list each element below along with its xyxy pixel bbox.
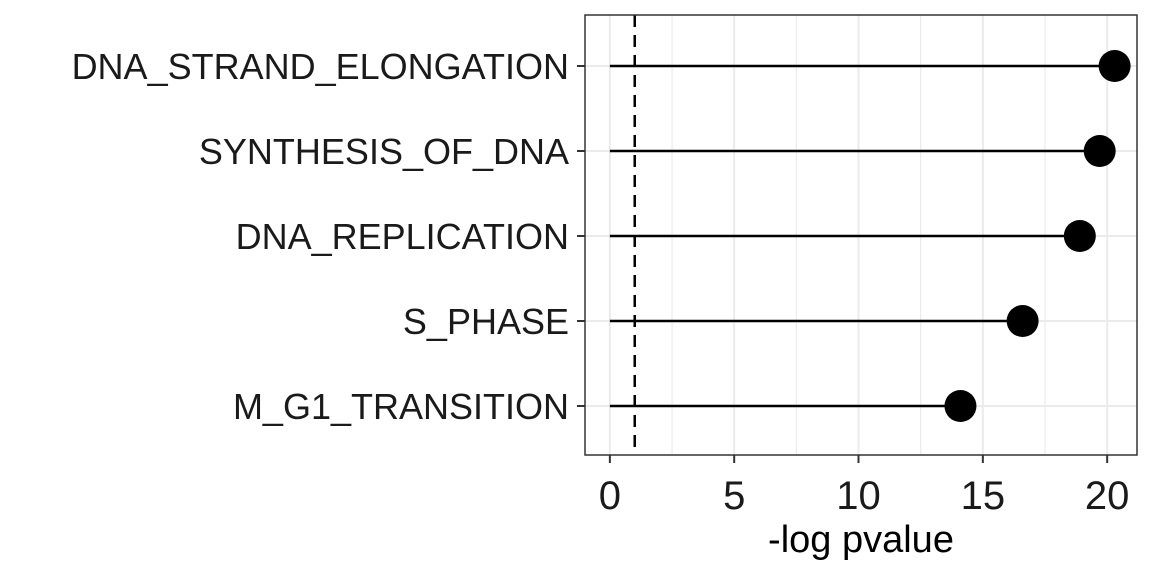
x-axis-title: -log pvalue [768,519,954,561]
category-label: DNA_REPLICATION [236,216,569,257]
x-tick-labels: 0 5 10 15 20 [599,474,1130,518]
x-tick-label: 20 [1085,474,1130,518]
category-label: S_PHASE [403,301,569,342]
y-ticks [577,65,585,407]
data-point [1098,50,1131,82]
category-label: SYNTHESIS_OF_DNA [199,131,569,172]
x-ticks [608,455,1109,463]
x-tick-label: 5 [723,474,745,518]
category-label: M_G1_TRANSITION [233,386,569,427]
x-tick-label: 10 [836,474,881,518]
x-tick-label: 0 [599,474,621,518]
x-tick-label: 15 [961,474,1006,518]
data-point [944,390,977,422]
category-label: DNA_STRAND_ELONGATION [72,46,569,87]
data-point [1006,305,1039,337]
data-point [1063,220,1096,252]
data-point [1083,135,1116,167]
stems [609,64,1115,408]
category-labels: DNA_STRAND_ELONGATION SYNTHESIS_OF_DNA DNA… [72,46,569,427]
points [944,50,1131,422]
